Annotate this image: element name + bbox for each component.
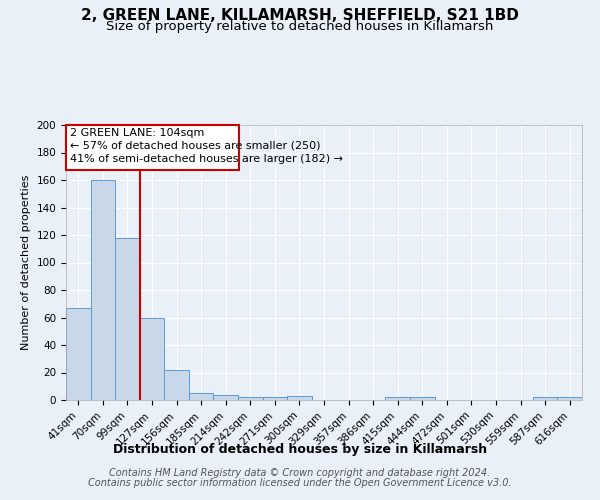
Text: Contains HM Land Registry data © Crown copyright and database right 2024.: Contains HM Land Registry data © Crown c… [109, 468, 491, 477]
Bar [238, 397, 263, 400]
Text: Size of property relative to detached houses in Killamarsh: Size of property relative to detached ho… [106, 20, 494, 33]
Text: Distribution of detached houses by size in Killamarsh: Distribution of detached houses by size … [113, 442, 487, 456]
Bar [557, 397, 582, 400]
Bar [115, 238, 140, 400]
Bar [214, 394, 238, 400]
Bar [189, 393, 214, 400]
Bar [91, 180, 115, 400]
Bar [533, 397, 557, 400]
Bar [263, 397, 287, 400]
Bar [140, 318, 164, 400]
Bar [410, 397, 434, 400]
FancyBboxPatch shape [66, 125, 239, 170]
Bar [66, 308, 91, 400]
Text: 2 GREEN LANE: 104sqm
← 57% of detached houses are smaller (250)
41% of semi-deta: 2 GREEN LANE: 104sqm ← 57% of detached h… [70, 128, 343, 164]
Text: Contains public sector information licensed under the Open Government Licence v3: Contains public sector information licen… [88, 478, 512, 488]
Y-axis label: Number of detached properties: Number of detached properties [21, 175, 31, 350]
Bar [385, 397, 410, 400]
Bar [164, 370, 189, 400]
Text: 2, GREEN LANE, KILLAMARSH, SHEFFIELD, S21 1BD: 2, GREEN LANE, KILLAMARSH, SHEFFIELD, S2… [81, 8, 519, 22]
Bar [287, 396, 312, 400]
